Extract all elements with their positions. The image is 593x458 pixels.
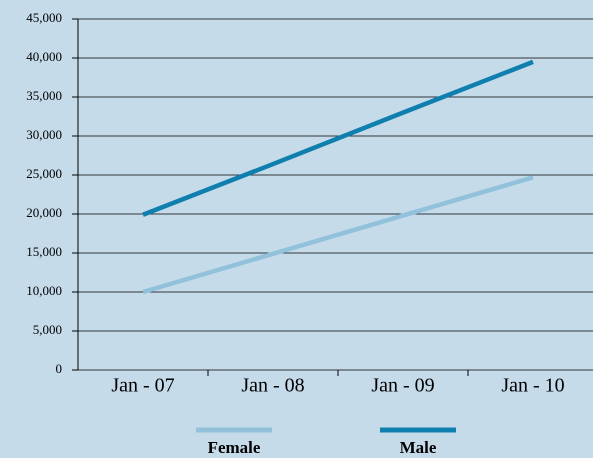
y-tick-label: 30,000 <box>26 127 62 142</box>
series-line <box>142 175 534 295</box>
y-tick-label: 35,000 <box>26 88 62 103</box>
y-tick-label: 45,000 <box>26 10 62 25</box>
y-tick-label: 0 <box>56 361 63 376</box>
x-tick-label: Jan - 08 <box>241 375 304 397</box>
y-tick-label: 5,000 <box>33 322 62 337</box>
x-tick-label: Jan - 10 <box>501 375 564 397</box>
x-tick-label: Jan - 07 <box>111 375 174 397</box>
y-tick-label: 10,000 <box>26 283 62 298</box>
y-tick-label: 40,000 <box>26 49 62 64</box>
series-line <box>142 59 534 217</box>
y-tick-label: 25,000 <box>26 166 62 181</box>
legend-label: Male <box>400 438 437 457</box>
y-tick-label: 15,000 <box>26 244 62 259</box>
y-tick-label: 20,000 <box>26 205 62 220</box>
legend-label: Female <box>208 438 261 457</box>
x-tick-label: Jan - 09 <box>371 375 434 397</box>
